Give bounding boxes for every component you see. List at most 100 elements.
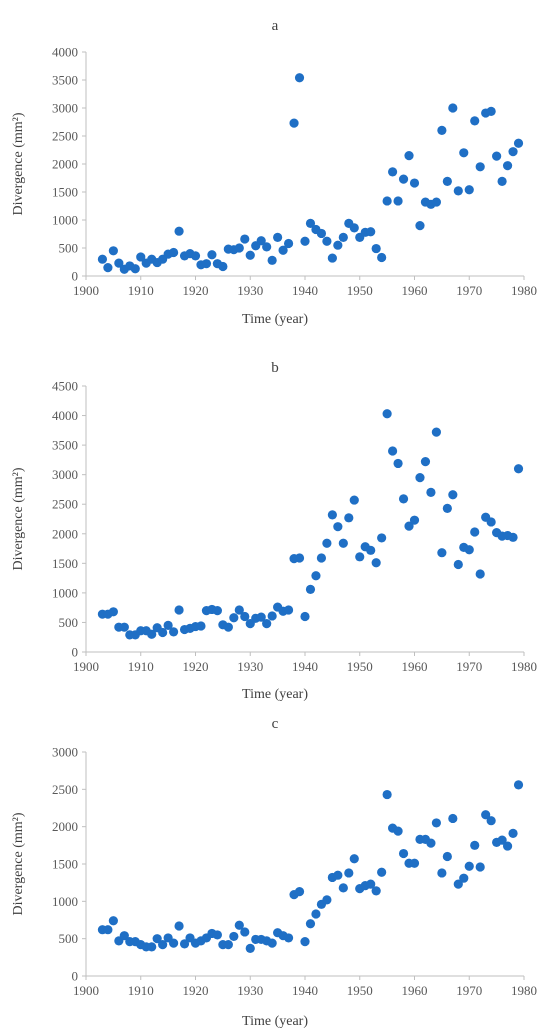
chart-a-y-tick-label: 1500 bbox=[52, 185, 78, 200]
chart-a-y-tick-label: 2000 bbox=[52, 157, 78, 172]
chart-a-point bbox=[508, 147, 518, 157]
chart-b-y-tick-label: 3000 bbox=[52, 467, 78, 482]
chart-c-point bbox=[174, 921, 184, 931]
chart-c-point bbox=[119, 931, 129, 941]
chart-a-point bbox=[245, 250, 255, 260]
chart-c-point bbox=[437, 868, 447, 878]
chart-a-x-tick-label: 1900 bbox=[73, 283, 99, 298]
chart-c-point bbox=[179, 939, 190, 949]
chart-c-y-tick-label: 2000 bbox=[52, 819, 78, 834]
chart-c-point bbox=[267, 938, 277, 948]
chart-a-y-tick-label: 3000 bbox=[52, 101, 78, 116]
chart-b-point bbox=[349, 495, 359, 505]
chart-a-point bbox=[492, 151, 502, 161]
chart-a-y-tick-label: 4000 bbox=[52, 45, 78, 60]
chart-a-point bbox=[300, 236, 310, 246]
chart-c-y-tick-label: 2500 bbox=[52, 782, 78, 797]
chart-c-x-tick-label: 1980 bbox=[511, 983, 537, 998]
chart-b-point bbox=[212, 606, 222, 616]
chart-c-x-tick-label: 1920 bbox=[183, 983, 209, 998]
chart-a-point bbox=[415, 221, 425, 231]
chart-a-point bbox=[382, 196, 392, 206]
chart-a-point bbox=[327, 253, 337, 263]
chart-a-y-axis-label: Divergence (mm²) bbox=[11, 112, 26, 215]
chart-a-point bbox=[333, 240, 343, 250]
chart-c-point bbox=[470, 840, 480, 850]
chart-b-x-tick-label: 1910 bbox=[128, 659, 154, 674]
chart-a-point bbox=[174, 226, 184, 236]
chart-a-point bbox=[448, 103, 458, 113]
chart-b-point bbox=[513, 464, 524, 474]
chart-b-title: b bbox=[271, 360, 279, 376]
chart-c-point bbox=[371, 886, 381, 896]
chart-a-point bbox=[513, 138, 524, 148]
chart-a-point bbox=[218, 261, 228, 272]
chart-b-point bbox=[442, 503, 452, 513]
chart-c-point bbox=[377, 867, 387, 877]
chart-b-point bbox=[294, 553, 305, 563]
chart-c-point bbox=[497, 835, 507, 845]
chart-c-point bbox=[486, 816, 496, 826]
chart-b-point bbox=[338, 538, 348, 548]
chart-c-point bbox=[459, 873, 469, 883]
chart-b-point bbox=[355, 552, 365, 562]
chart-c-x-tick-label: 1970 bbox=[456, 983, 482, 998]
chart-a-point bbox=[256, 236, 266, 246]
chart-b-point bbox=[163, 620, 173, 631]
chart-a-x-tick-label: 1950 bbox=[347, 283, 373, 298]
chart-c-point bbox=[305, 919, 316, 929]
chart-c-point bbox=[475, 862, 485, 872]
chart-a-x-tick-label: 1920 bbox=[183, 283, 209, 298]
chart-b-y-tick-label: 4000 bbox=[52, 408, 78, 423]
chart-b-x-tick-label: 1960 bbox=[402, 659, 428, 674]
chart-c-y-tick-label: 0 bbox=[72, 969, 79, 984]
chart-a-y-tick-label: 500 bbox=[59, 241, 79, 256]
chart-b-y-tick-label: 0 bbox=[72, 645, 79, 660]
chart-a-point bbox=[240, 234, 250, 244]
chart-b-point bbox=[398, 494, 409, 504]
chart-b-point bbox=[377, 533, 387, 543]
chart-c-point bbox=[283, 933, 294, 943]
chart-c-point bbox=[169, 938, 179, 948]
chart-b-y-tick-label: 1000 bbox=[52, 585, 78, 600]
chart-a-point bbox=[190, 251, 201, 261]
chart-b-point bbox=[333, 522, 343, 532]
chart-c-x-tick-label: 1900 bbox=[73, 983, 99, 998]
chart-c-x-axis-label: Time (year) bbox=[242, 1014, 308, 1029]
chart-b-y-axis-label: Divergence (mm²) bbox=[11, 467, 26, 570]
chart-b-point bbox=[196, 621, 206, 631]
chart-a-x-tick-label: 1930 bbox=[237, 283, 263, 298]
chart-c-point bbox=[234, 920, 244, 930]
chart-a-point bbox=[207, 250, 217, 260]
chart-a-point bbox=[316, 228, 327, 239]
chart-b-point bbox=[382, 409, 392, 419]
chart-a-x-tick-label: 1910 bbox=[128, 283, 154, 298]
chart-a-x-axis-label: Time (year) bbox=[242, 312, 308, 327]
chart-a-point bbox=[464, 185, 474, 195]
chart-a-point bbox=[497, 176, 507, 186]
chart-c-point bbox=[103, 925, 113, 935]
chart-a-point bbox=[283, 238, 294, 249]
chart-b-point bbox=[305, 584, 316, 594]
chart-b-y-tick-label: 500 bbox=[59, 615, 79, 630]
chart-b-point bbox=[464, 545, 474, 555]
chart-b-point bbox=[322, 538, 332, 548]
chart-a-y-tick-label: 3500 bbox=[52, 73, 78, 88]
chart-a-point bbox=[267, 255, 277, 265]
chart-a-title: a bbox=[272, 18, 279, 34]
chart-b-y-tick-label: 3500 bbox=[52, 438, 78, 453]
chart-a-x-tick-label: 1960 bbox=[402, 283, 428, 298]
chart-c-y-axis-label: Divergence (mm²) bbox=[11, 812, 26, 915]
chart-c-point bbox=[502, 841, 513, 851]
chart-b-point bbox=[426, 487, 436, 497]
chart-b-point bbox=[158, 627, 168, 638]
chart-c-point bbox=[158, 940, 168, 950]
chart-b-y-tick-label: 2000 bbox=[52, 526, 78, 541]
chart-a-point bbox=[502, 161, 513, 171]
chart-b-point bbox=[311, 571, 321, 581]
chart-c-point bbox=[338, 883, 348, 893]
chart-c-point bbox=[344, 868, 354, 878]
chart-c-point bbox=[431, 818, 441, 828]
chart-c-point bbox=[300, 937, 310, 947]
